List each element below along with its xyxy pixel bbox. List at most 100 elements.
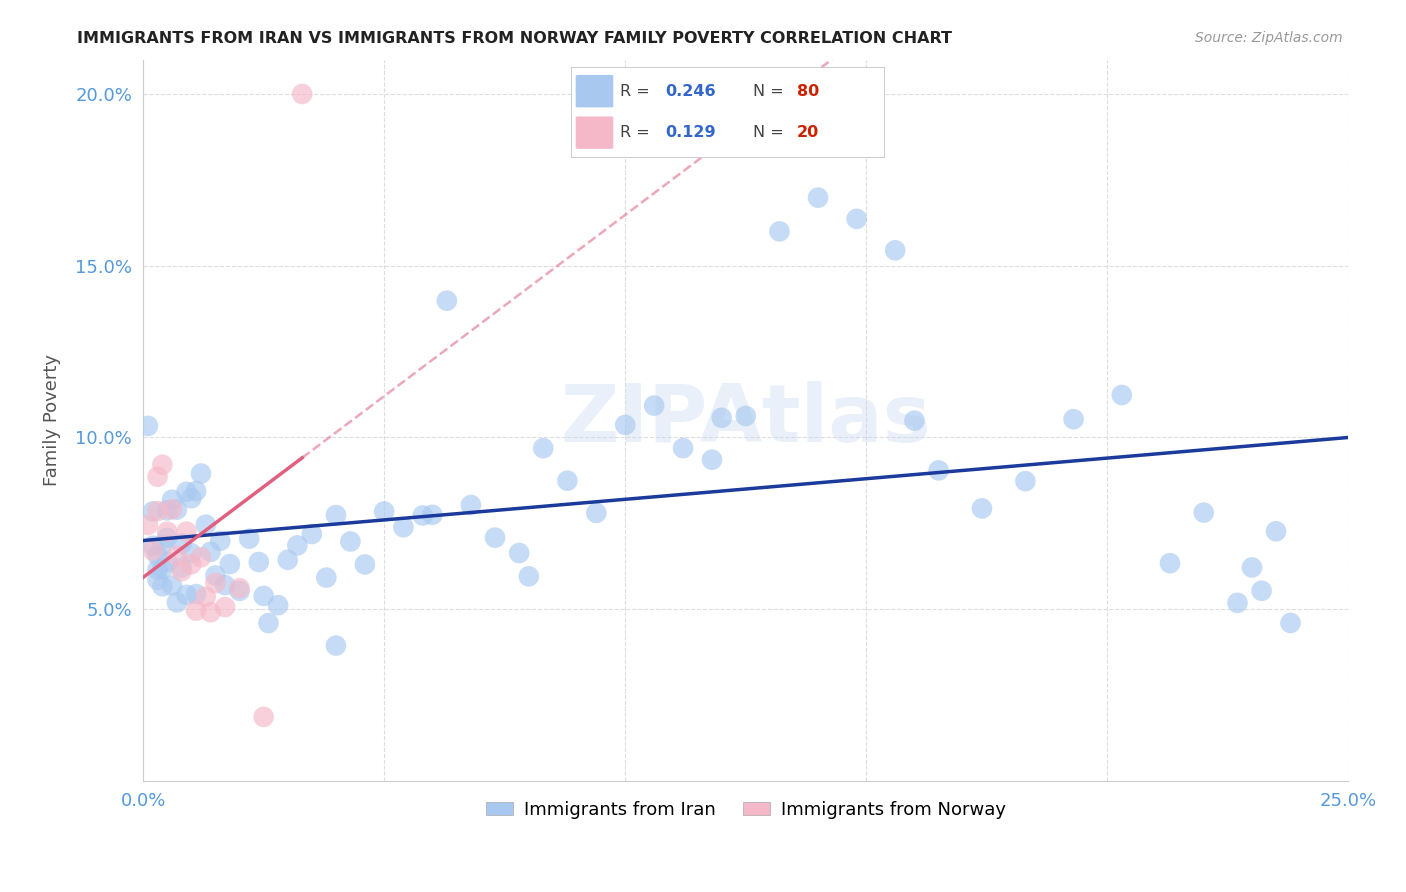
Point [166,549,188,563]
Point [146,469,169,483]
Point [287,538,309,552]
Point [436,293,458,308]
Point [166,502,188,516]
Point [160,502,183,516]
Point [247,555,270,569]
Point [166,595,188,609]
Point [1063,412,1085,426]
Point [1279,615,1302,630]
Point [209,533,232,548]
Point [291,87,314,101]
Point [614,417,637,432]
Point [176,588,198,602]
Point [146,573,169,587]
Point [734,409,756,423]
Point [204,568,226,582]
Point [228,581,250,595]
Point [156,531,179,545]
Point [325,639,347,653]
Point [170,536,193,550]
Point [142,539,165,553]
Text: ZIPAtlas: ZIPAtlas [561,381,931,459]
Point [152,579,174,593]
Point [1265,524,1288,539]
Point [557,474,579,488]
Text: Source: ZipAtlas.com: Source: ZipAtlas.com [1195,31,1343,45]
Point [180,491,202,506]
Point [700,452,723,467]
Point [301,527,323,541]
Point [807,191,830,205]
Point [156,524,179,539]
Point [200,545,222,559]
Point [214,578,236,592]
Point [186,484,208,499]
Point [903,414,925,428]
Point [152,538,174,552]
Point [484,531,506,545]
Legend: Immigrants from Iran, Immigrants from Norway: Immigrants from Iran, Immigrants from No… [478,794,1012,826]
Point [1240,560,1263,574]
Point [152,562,174,576]
Point [422,508,444,522]
Text: IMMIGRANTS FROM IRAN VS IMMIGRANTS FROM NORWAY FAMILY POVERTY CORRELATION CHART: IMMIGRANTS FROM IRAN VS IMMIGRANTS FROM … [77,31,952,46]
Point [392,520,415,534]
Point [354,558,377,572]
Point [170,564,193,578]
Point [214,600,236,615]
Point [200,605,222,619]
Point [160,578,183,592]
Point [1111,388,1133,402]
Point [531,441,554,455]
Point [339,534,361,549]
Point [373,504,395,518]
Point [180,546,202,560]
Point [1192,506,1215,520]
Point [219,557,242,571]
Point [136,517,159,532]
Point [1159,556,1181,570]
Point [643,399,665,413]
Point [768,224,790,238]
Point [194,590,217,604]
Point [325,508,347,522]
Point [277,553,299,567]
Point [315,571,337,585]
Point [928,463,950,477]
Point [190,467,212,481]
Point [845,211,868,226]
Point [180,558,202,572]
Point [146,504,169,518]
Point [1014,474,1036,488]
Point [142,543,165,558]
Point [970,501,993,516]
Point [136,418,159,433]
Point [1250,583,1272,598]
Point [1226,596,1249,610]
Point [517,569,540,583]
Point [190,550,212,565]
Point [156,555,179,569]
Point [257,616,280,631]
Point [160,492,183,507]
Point [253,589,276,603]
Point [672,441,695,455]
Point [204,576,226,591]
Point [267,598,290,612]
Point [412,508,434,523]
Point [238,532,260,546]
Point [146,562,169,576]
Point [170,560,193,574]
Point [460,498,482,512]
Point [194,517,217,532]
Point [146,549,169,563]
Point [253,710,276,724]
Y-axis label: Family Poverty: Family Poverty [44,354,60,486]
Point [508,546,530,560]
Point [176,484,198,499]
Point [142,504,165,518]
Point [152,458,174,472]
Point [186,604,208,618]
Point [156,503,179,517]
Point [710,410,733,425]
